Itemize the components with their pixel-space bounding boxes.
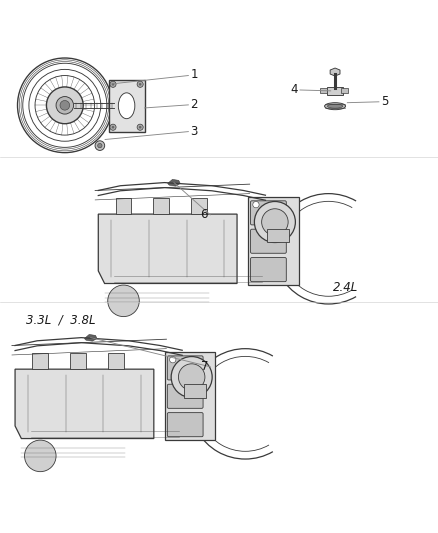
Text: 2: 2 [191, 99, 198, 111]
Circle shape [108, 285, 139, 317]
Circle shape [139, 126, 141, 128]
Circle shape [60, 101, 70, 110]
Circle shape [56, 96, 74, 114]
Text: 4: 4 [290, 84, 298, 96]
FancyBboxPatch shape [32, 353, 48, 369]
FancyBboxPatch shape [167, 413, 203, 437]
Ellipse shape [325, 103, 346, 110]
FancyBboxPatch shape [167, 384, 203, 408]
Polygon shape [168, 180, 180, 186]
Circle shape [253, 201, 259, 208]
FancyBboxPatch shape [267, 229, 289, 243]
Circle shape [110, 124, 116, 130]
Circle shape [112, 126, 114, 128]
Circle shape [261, 209, 288, 235]
Text: 2.4L: 2.4L [332, 280, 358, 294]
FancyBboxPatch shape [251, 201, 286, 225]
FancyBboxPatch shape [327, 87, 343, 95]
Circle shape [95, 141, 105, 150]
Circle shape [46, 87, 83, 124]
Circle shape [178, 364, 205, 390]
FancyBboxPatch shape [167, 356, 203, 380]
FancyBboxPatch shape [191, 198, 207, 214]
Polygon shape [98, 214, 237, 284]
Ellipse shape [118, 93, 135, 119]
Circle shape [137, 81, 143, 87]
Circle shape [170, 357, 176, 363]
FancyBboxPatch shape [341, 88, 348, 93]
Circle shape [254, 201, 295, 243]
FancyBboxPatch shape [251, 257, 286, 281]
Text: 3.3L  /  3.8L: 3.3L / 3.8L [26, 313, 95, 326]
FancyBboxPatch shape [184, 384, 206, 398]
FancyBboxPatch shape [165, 352, 215, 440]
Polygon shape [85, 335, 97, 341]
Text: 7: 7 [201, 360, 208, 373]
FancyBboxPatch shape [116, 198, 131, 214]
FancyBboxPatch shape [108, 353, 124, 369]
Circle shape [137, 124, 143, 130]
FancyBboxPatch shape [320, 88, 327, 93]
FancyBboxPatch shape [153, 198, 169, 214]
Text: 3: 3 [191, 125, 198, 138]
Ellipse shape [327, 104, 343, 108]
Polygon shape [330, 68, 340, 76]
Text: 6: 6 [201, 208, 208, 221]
Circle shape [139, 83, 141, 86]
Circle shape [25, 440, 56, 472]
Text: 1: 1 [191, 68, 198, 81]
Circle shape [110, 81, 116, 87]
Polygon shape [15, 369, 154, 439]
FancyBboxPatch shape [251, 229, 286, 253]
Circle shape [112, 83, 114, 86]
FancyBboxPatch shape [70, 353, 86, 369]
Circle shape [171, 357, 212, 398]
Circle shape [98, 143, 102, 148]
Text: 5: 5 [381, 95, 389, 108]
FancyBboxPatch shape [248, 197, 299, 285]
FancyBboxPatch shape [109, 80, 145, 132]
